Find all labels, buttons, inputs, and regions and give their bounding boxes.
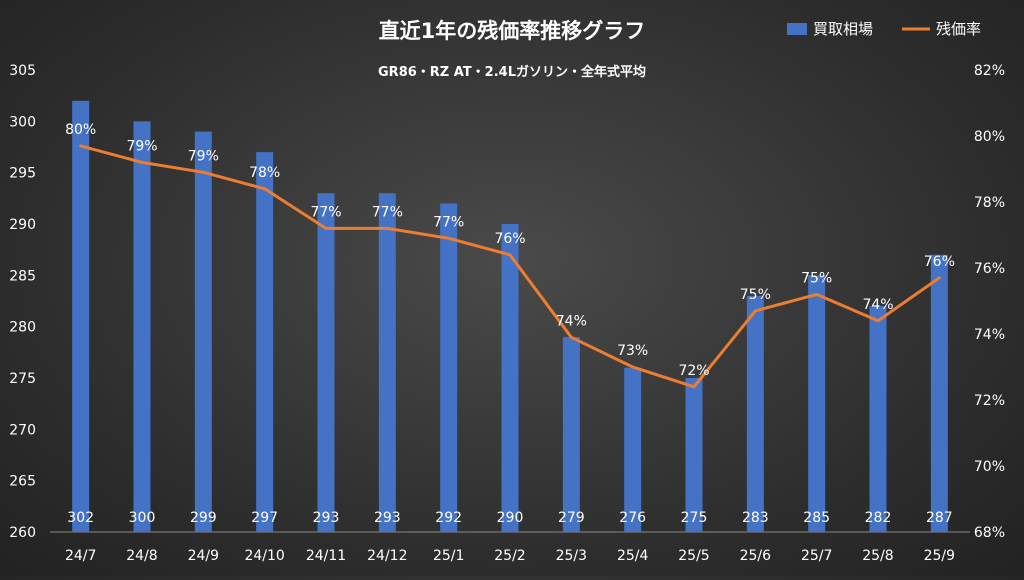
line-value-label: 76%	[924, 254, 955, 270]
legend: 買取相場 残価率	[787, 20, 981, 38]
x-tick-label: 25/4	[617, 548, 649, 564]
bar	[502, 224, 519, 532]
right-axis: 68% 70% 72% 74% 76% 78% 80% 82%	[974, 63, 1005, 541]
bar-value-label: 282	[865, 510, 892, 526]
bar-value-label: 290	[497, 510, 524, 526]
line-value-label: 75%	[801, 270, 832, 286]
right-tick-label: 78%	[974, 195, 1005, 211]
x-tick-label: 25/7	[801, 548, 832, 564]
line-value-label: 77%	[433, 214, 464, 230]
left-tick-label: 300	[9, 114, 36, 130]
bar-value-label: 276	[619, 510, 646, 526]
bar-series: 302 300 299 297 293 293 292 290 279 276 275 283 285 2…	[67, 101, 952, 532]
right-tick-label: 80%	[974, 129, 1005, 145]
bar	[379, 193, 396, 532]
bar-value-label: 292	[435, 510, 462, 526]
bar-value-label: 293	[374, 510, 401, 526]
line-value-label: 79%	[126, 138, 157, 154]
line-value-label: 78%	[249, 165, 280, 181]
bar	[72, 101, 89, 532]
bar-value-label: 297	[251, 510, 278, 526]
right-tick-label: 76%	[974, 261, 1005, 277]
bar	[870, 306, 887, 532]
line-value-label: 75%	[740, 287, 771, 303]
x-tick-label: 24/11	[306, 548, 346, 564]
line-value-label: 77%	[372, 204, 403, 220]
chart-title: 直近1年の残価率推移グラフ	[379, 19, 646, 43]
bar	[624, 368, 641, 532]
x-tick-label: 25/6	[740, 548, 772, 564]
left-axis: 260 265 270 275 280 285 290 295 300 305	[9, 63, 36, 541]
x-tick-label: 25/8	[862, 548, 893, 564]
bar-value-label: 279	[558, 510, 585, 526]
left-tick-label: 260	[9, 525, 36, 541]
right-tick-label: 72%	[974, 393, 1005, 409]
right-tick-label: 82%	[974, 63, 1005, 79]
chart-subtitle: GR86・RZ AT・2.4Lガソリン・全年式平均	[378, 64, 646, 80]
x-axis: 24/7 24/8 24/9 24/10 24/11 24/12 25/1 25/2 25/3 2…	[50, 532, 970, 564]
x-tick-label: 24/8	[126, 548, 157, 564]
bar-value-label: 300	[129, 510, 156, 526]
line-value-label: 80%	[65, 122, 96, 138]
legend-bar-swatch	[787, 23, 807, 35]
bar	[256, 152, 273, 532]
bar	[808, 275, 825, 532]
line-value-label: 74%	[862, 297, 893, 313]
bar-value-label: 299	[190, 510, 217, 526]
x-tick-label: 24/7	[65, 548, 96, 564]
left-tick-label: 305	[9, 63, 36, 79]
left-tick-label: 275	[9, 371, 36, 387]
line-value-label: 77%	[310, 204, 341, 220]
bar	[318, 193, 335, 532]
bar	[440, 203, 457, 532]
bar	[195, 132, 212, 532]
line-value-label: 73%	[617, 343, 648, 359]
line-value-label: 76%	[494, 231, 525, 247]
x-tick-label: 25/9	[924, 548, 955, 564]
line-value-label: 72%	[678, 363, 709, 379]
x-tick-label: 24/12	[367, 548, 407, 564]
bar-value-label: 293	[313, 510, 340, 526]
left-tick-label: 270	[9, 422, 36, 438]
bar-value-label: 287	[926, 510, 953, 526]
left-tick-label: 285	[9, 268, 36, 284]
x-tick-label: 24/9	[188, 548, 219, 564]
left-tick-label: 295	[9, 166, 36, 182]
bar-value-label: 302	[67, 510, 94, 526]
bar	[686, 378, 703, 532]
right-tick-label: 70%	[974, 459, 1005, 475]
line-value-label: 79%	[188, 148, 219, 164]
line-value-label: 74%	[556, 313, 587, 329]
bar-value-label: 275	[681, 510, 708, 526]
bar-value-label: 283	[742, 510, 769, 526]
x-tick-label: 25/2	[494, 548, 525, 564]
left-tick-label: 290	[9, 217, 36, 233]
legend-bar-label: 買取相場	[813, 20, 873, 38]
right-tick-label: 74%	[974, 327, 1005, 343]
bar-value-label: 285	[803, 510, 830, 526]
bar	[563, 337, 580, 532]
x-tick-label: 25/1	[433, 548, 464, 564]
bar	[747, 296, 764, 532]
right-tick-label: 68%	[974, 525, 1005, 541]
legend-line-label: 残価率	[936, 20, 981, 38]
bar	[931, 255, 948, 532]
left-tick-label: 265	[9, 474, 36, 490]
x-tick-label: 25/3	[556, 548, 587, 564]
x-tick-label: 25/5	[678, 548, 709, 564]
bar	[134, 121, 151, 532]
left-tick-label: 280	[9, 320, 36, 336]
x-tick-label: 24/10	[244, 548, 284, 564]
